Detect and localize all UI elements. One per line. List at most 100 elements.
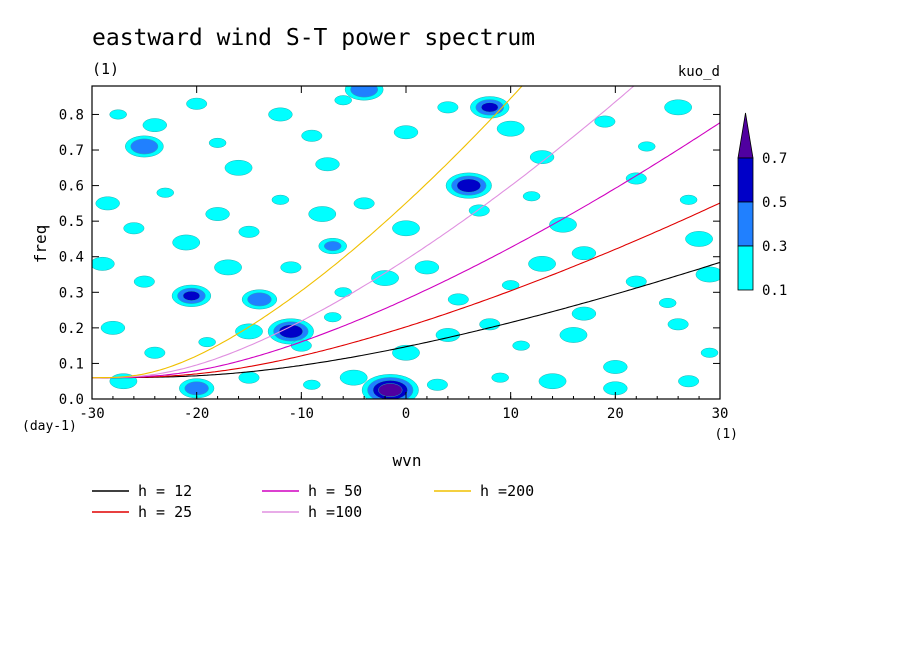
contour-blob <box>238 225 260 238</box>
colorbar-segment <box>737 157 754 203</box>
y-tick-label: 0.6 <box>59 179 84 195</box>
contour-blob <box>208 137 227 148</box>
colorbar-label: 0.7 <box>762 151 787 167</box>
y-tick-label: 0.8 <box>59 107 84 123</box>
contour-blob <box>594 115 616 128</box>
y-tick-label: 0.2 <box>59 321 84 337</box>
contour-blob <box>685 231 713 247</box>
contour-blob <box>538 373 567 390</box>
x-axis: -30 -20 -10 0 10 20 30 <box>79 86 728 422</box>
y-tick-label: 0.4 <box>59 250 84 266</box>
contour-blob <box>512 340 530 351</box>
contour-blob <box>186 97 208 110</box>
contour-blob <box>353 197 375 210</box>
contour-blob <box>637 141 656 152</box>
contour-blob <box>667 318 689 331</box>
legend-label: h =200 <box>480 482 534 500</box>
contour-blob <box>571 246 597 261</box>
contour-blob <box>426 378 448 391</box>
contour-blob <box>678 375 700 388</box>
contour-blob <box>700 347 719 358</box>
dispersion-curve <box>92 202 720 379</box>
colorbar: 0.7 0.5 0.3 0.1 <box>737 112 787 299</box>
colorbar-segment <box>737 245 754 291</box>
contour-blob <box>130 138 159 155</box>
legend-label: h = 12 <box>138 482 192 500</box>
contour-blob <box>339 369 368 386</box>
contour-blob <box>303 379 321 390</box>
colorbar-arrow <box>737 112 754 159</box>
contour-blob <box>205 207 230 221</box>
contour-blob <box>496 120 525 137</box>
contour-blob <box>664 99 692 116</box>
chart-title: eastward wind S-T power spectrum <box>92 25 535 51</box>
x-tick-label: 10 <box>502 406 519 422</box>
contour-blob <box>334 95 352 106</box>
y-tick-label: 0.0 <box>59 392 84 408</box>
contour-blob <box>123 222 145 235</box>
y-tick-label: 0.3 <box>59 285 84 301</box>
contour-blob <box>480 102 499 113</box>
contour-blob <box>491 372 509 383</box>
contour-blob <box>559 327 588 343</box>
contour-blob <box>224 159 253 176</box>
contour-blob <box>350 86 378 98</box>
contour-blob <box>501 280 520 291</box>
contour-blob <box>100 320 126 335</box>
contour-blob <box>315 157 340 172</box>
contour-blob <box>95 196 120 211</box>
colorbar-label: 0.1 <box>762 283 787 299</box>
legend-label: h = 25 <box>138 503 192 521</box>
contour-blob <box>529 150 555 165</box>
x-axis-unit: (1) <box>715 427 738 442</box>
contour-fill-layer <box>92 86 720 399</box>
contour-blob <box>109 109 127 120</box>
x-tick-label: -20 <box>184 406 209 422</box>
contour-blob <box>278 324 304 339</box>
contour-blob <box>392 220 420 237</box>
contour-blob <box>92 256 115 271</box>
contour-blob <box>549 216 577 233</box>
contour-blob <box>528 255 556 272</box>
contour-blob <box>679 194 698 205</box>
dispersion-curve <box>92 122 720 379</box>
contour-blob <box>447 293 469 306</box>
contour-blob <box>437 101 459 114</box>
legend-label: h = 50 <box>308 482 362 500</box>
contour-blob <box>658 297 677 308</box>
y-axis-unit: (day-1) <box>22 419 77 434</box>
contour-blob <box>393 125 419 140</box>
y-axis: 0.0 0.1 0.2 0.3 0.4 0.5 0.6 0.7 0.8 <box>59 107 720 408</box>
contour-blob <box>280 261 302 274</box>
contour-blob <box>172 234 201 251</box>
contour-blob <box>371 270 399 286</box>
chart-subtitle-left: (1) <box>92 60 119 78</box>
contour-blob <box>603 360 628 374</box>
x-tick-label: -30 <box>79 406 104 422</box>
contour-blob <box>271 194 290 205</box>
contour-blob <box>323 241 342 252</box>
colorbar-label: 0.5 <box>762 195 787 211</box>
legend-label: h =100 <box>308 503 362 521</box>
x-tick-label: 30 <box>712 406 729 422</box>
contour-blob <box>238 371 260 384</box>
dispersion-curve-layer <box>92 86 720 379</box>
chart-subtitle-right: kuo_d <box>678 64 720 80</box>
contour-blob <box>323 312 342 323</box>
colorbar-label: 0.3 <box>762 239 787 255</box>
x-tick-label: 0 <box>402 406 410 422</box>
contour-blob <box>156 187 175 198</box>
x-axis-label: wvn <box>393 451 422 470</box>
contour-blob <box>133 275 155 288</box>
contour-blob <box>268 107 293 122</box>
contour-blob <box>392 344 420 361</box>
contour-blob <box>334 287 352 298</box>
contour-blob <box>301 129 323 142</box>
contour-blob <box>142 118 167 133</box>
contour-blob <box>414 260 440 275</box>
y-tick-label: 0.1 <box>59 356 84 372</box>
contour-blob <box>456 178 481 193</box>
contour-blob <box>144 346 166 359</box>
contour-blob <box>695 266 720 283</box>
